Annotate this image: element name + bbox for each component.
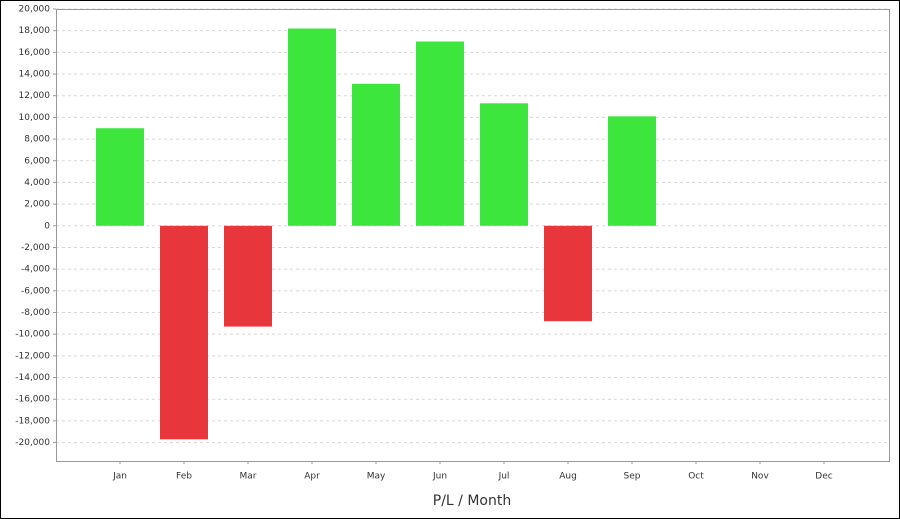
- x-tick-label: Jan: [112, 472, 127, 482]
- y-tick-label: -16,000: [15, 395, 50, 405]
- y-tick-label: 14,000: [19, 70, 51, 80]
- y-tick-label: 12,000: [19, 91, 51, 101]
- x-tick-label: Jul: [498, 472, 510, 482]
- y-tick-label: 16,000: [19, 48, 51, 58]
- bar: [352, 83, 400, 226]
- x-tick-label: Apr: [304, 472, 320, 482]
- bar: [96, 128, 144, 226]
- bar: [544, 225, 592, 322]
- x-tick-label: Jun: [432, 472, 447, 482]
- y-tick-label: -10,000: [15, 330, 50, 340]
- y-tick-label: -12,000: [15, 351, 50, 361]
- bar-layer: [96, 28, 656, 440]
- y-tick-label: -2,000: [21, 243, 50, 253]
- bar: [160, 225, 208, 440]
- x-tick-label: Aug: [559, 472, 577, 482]
- y-tick-label: 8,000: [24, 135, 50, 145]
- x-tick-label: Feb: [176, 472, 192, 482]
- y-tick-label: 4,000: [24, 178, 50, 188]
- bar: [608, 116, 656, 226]
- y-tick-label: -18,000: [15, 416, 50, 426]
- y-tick-label: 0: [44, 221, 50, 231]
- x-axis-label: P/L / Month: [433, 493, 511, 509]
- y-tick-label: -4,000: [21, 265, 50, 275]
- plot-border: [56, 9, 890, 462]
- x-tick-label: Mar: [240, 472, 257, 482]
- bar: [224, 225, 272, 327]
- y-tick-label: 6,000: [24, 156, 50, 166]
- y-tick-label: -20,000: [15, 438, 50, 448]
- x-tick-label: Dec: [815, 472, 832, 482]
- y-tick-label: 18,000: [19, 26, 51, 36]
- x-tick-label: Sep: [624, 472, 641, 482]
- y-tick-label: 2,000: [24, 200, 50, 210]
- y-tick-label: -6,000: [21, 286, 50, 296]
- y-tick-label: -14,000: [15, 373, 50, 383]
- bar: [288, 28, 336, 226]
- bar: [480, 103, 528, 226]
- y-tick-label: -8,000: [21, 308, 50, 318]
- x-tick-label: May: [367, 472, 386, 482]
- y-tick-label: 20,000: [19, 5, 51, 15]
- y-tick-label: 10,000: [19, 113, 51, 123]
- x-tick-label: Oct: [688, 472, 704, 482]
- label-layer: 20,000 18,000 16,000 14,000 12,000 10,000 8,00…: [15, 5, 833, 482]
- bar: [416, 41, 464, 226]
- x-tick-label: Nov: [751, 472, 769, 482]
